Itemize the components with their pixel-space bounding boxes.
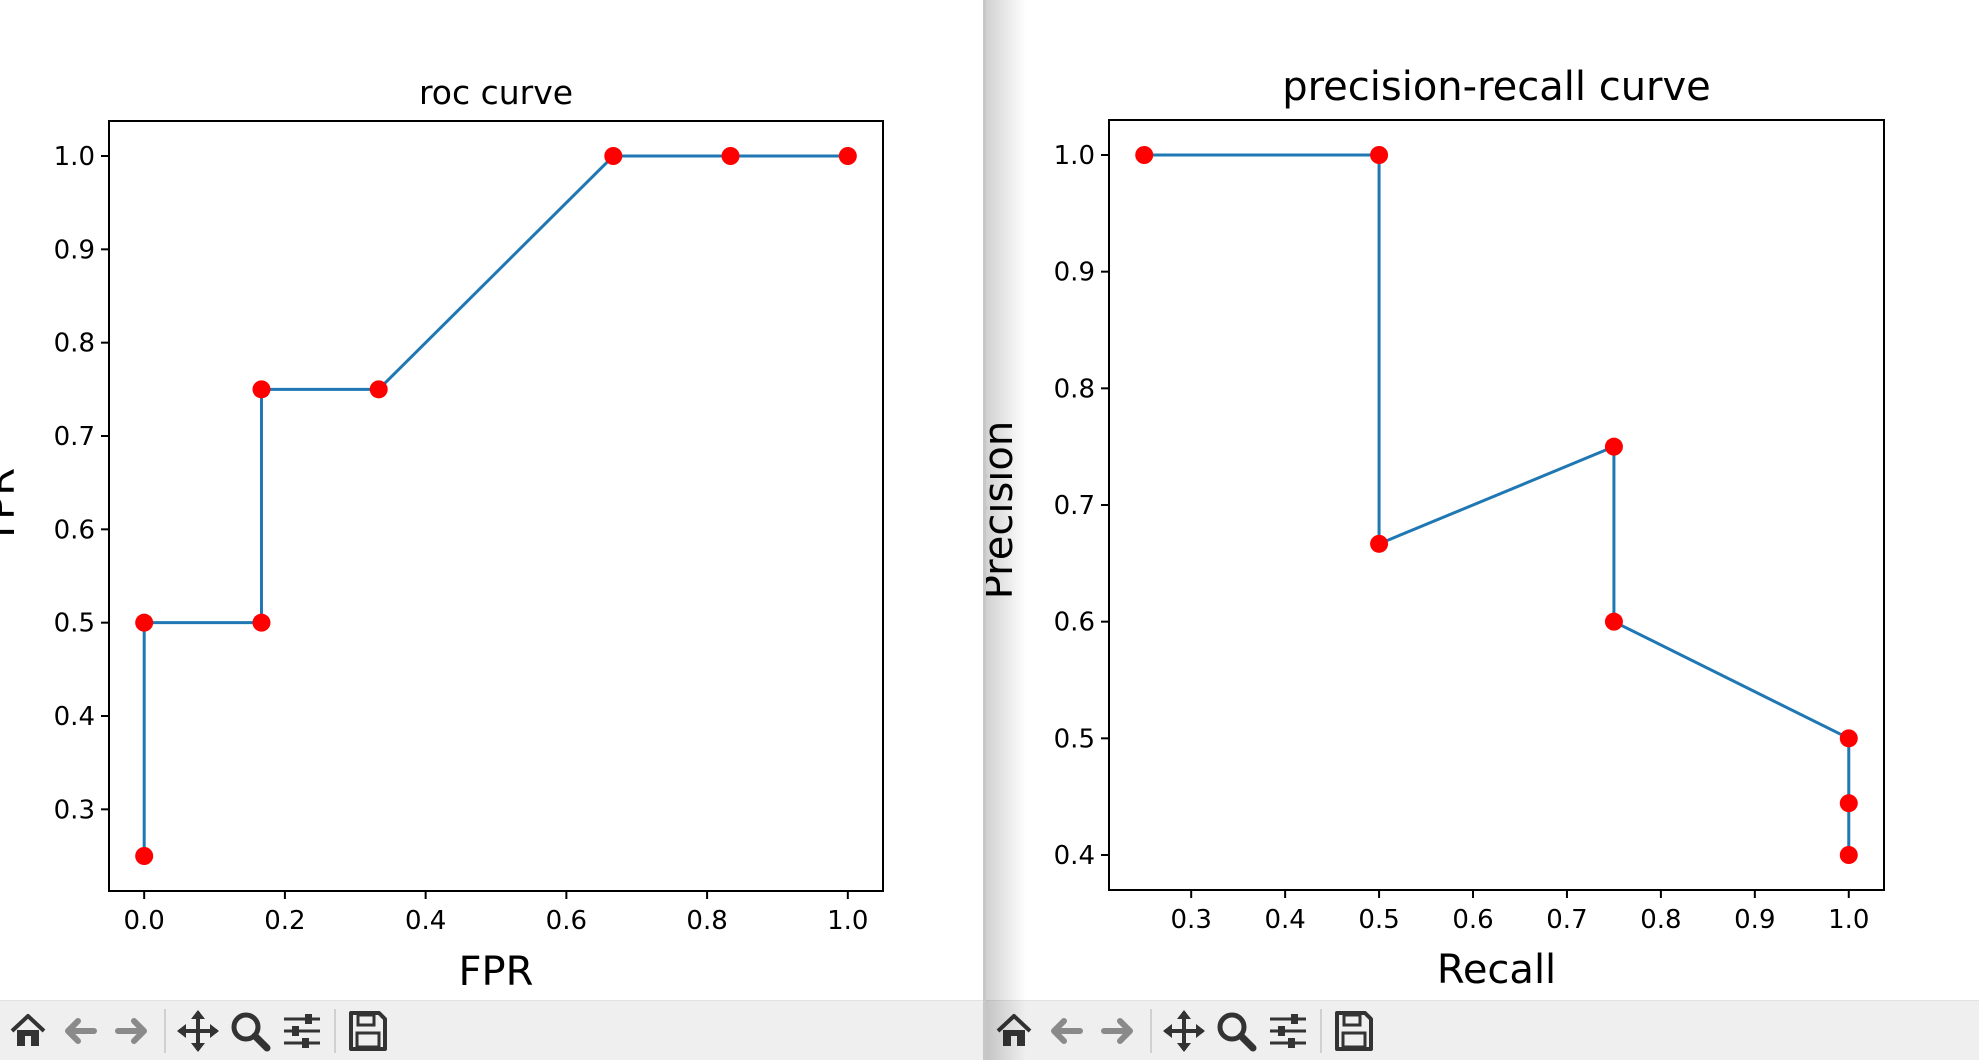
configure-subplots-icon — [1267, 1010, 1309, 1052]
save-floppy-icon — [348, 1010, 388, 1052]
chart-title: precision-recall curve — [1282, 64, 1711, 110]
data-point — [369, 380, 388, 399]
x-tick-label: 0.8 — [686, 906, 727, 936]
x-tick-label: 0.8 — [1640, 905, 1681, 935]
home-button[interactable] — [988, 1005, 1040, 1057]
zoom-magnifier-icon — [229, 1010, 271, 1052]
y-axis-label: TPR — [0, 468, 24, 545]
precision-recall-figure-window: precision-recall curve 0.3 0.4 0.5 0.6 0.7 0.8… — [986, 0, 1979, 1060]
back-arrow-icon — [60, 1011, 100, 1051]
toolbar-separator — [1320, 1008, 1322, 1053]
roc-figure-window: roc curve 0.0 0.2 0.4 0.6 0.8 1.0 0.3 0.4 0.5 0.6 0… — [0, 0, 983, 1060]
y-axis-label: Precision — [986, 421, 1022, 599]
forward-arrow-icon — [1098, 1011, 1138, 1051]
data-point — [721, 147, 740, 165]
save-floppy-button[interactable] — [342, 1005, 394, 1057]
precision-recall-chart: precision-recall curve 0.3 0.4 0.5 0.6 0.7 0.8… — [986, 64, 1885, 993]
chart-title: roc curve — [419, 73, 573, 112]
configure-subplots-icon — [281, 1010, 323, 1052]
configure-subplots-button[interactable] — [1262, 1005, 1314, 1057]
data-point — [135, 847, 154, 865]
axes-frame — [1108, 119, 1885, 891]
y-tick-label: 1.0 — [54, 142, 95, 172]
series-line — [142, 154, 848, 856]
y-tick-label: 0.3 — [54, 795, 95, 825]
toolbar-separator — [334, 1008, 336, 1053]
data-point — [1839, 794, 1858, 813]
y-tick-label: 0.8 — [1054, 374, 1095, 404]
y-tick-label: 0.4 — [1054, 841, 1095, 871]
y-tick-label: 0.4 — [54, 702, 95, 732]
configure-subplots-button[interactable] — [276, 1005, 328, 1057]
back-arrow-icon — [1046, 1011, 1086, 1051]
y-tick-label: 0.6 — [1054, 608, 1095, 638]
home-button[interactable] — [2, 1005, 54, 1057]
x-axis-label: FPR — [459, 949, 534, 995]
data-point — [1604, 437, 1623, 456]
save-floppy-button[interactable] — [1328, 1005, 1380, 1057]
y-tick-label: 0.7 — [1054, 491, 1095, 521]
data-point — [252, 613, 271, 632]
y-tick-label: 0.5 — [1054, 724, 1095, 754]
data-point — [1135, 146, 1154, 164]
y-tick-label: 0.8 — [54, 329, 95, 359]
home-icon — [994, 1011, 1034, 1051]
data-point — [1370, 146, 1389, 164]
x-tick-label: 0.4 — [1264, 905, 1305, 935]
data-point — [604, 147, 623, 165]
y-tick-label: 1.0 — [1054, 141, 1095, 171]
x-tick-label: 0.7 — [1546, 905, 1587, 935]
zoom-magnifier-button[interactable] — [1210, 1005, 1262, 1057]
pan-move-icon — [1162, 1009, 1206, 1053]
home-icon — [8, 1011, 48, 1051]
save-floppy-icon — [1334, 1010, 1374, 1052]
data-point — [1604, 612, 1623, 631]
data-point — [1370, 534, 1389, 553]
x-tick-label: 0.6 — [1452, 905, 1493, 935]
y-tick-label: 0.9 — [1054, 258, 1095, 288]
x-tick-label: 0.5 — [1358, 905, 1399, 935]
x-tick-label: 0.9 — [1734, 905, 1775, 935]
x-axis-label: Recall — [1437, 947, 1556, 993]
series-line — [1144, 153, 1851, 855]
y-tick-label: 0.5 — [54, 609, 95, 639]
x-tick-label: 0.0 — [124, 906, 165, 936]
x-tick-label: 1.0 — [1828, 905, 1869, 935]
back-arrow-button[interactable] — [1040, 1005, 1092, 1057]
x-tick-label: 0.3 — [1171, 905, 1212, 935]
zoom-magnifier-icon — [1215, 1010, 1257, 1052]
data-point — [135, 613, 154, 632]
data-point — [838, 147, 857, 165]
window-divider — [983, 0, 986, 1060]
x-tick-label: 1.0 — [827, 906, 868, 936]
forward-arrow-button[interactable] — [1092, 1005, 1144, 1057]
pan-move-button[interactable] — [1158, 1005, 1210, 1057]
data-point — [1839, 846, 1858, 864]
data-point — [1839, 729, 1858, 748]
data-point — [252, 380, 271, 399]
back-arrow-button[interactable] — [54, 1005, 106, 1057]
forward-arrow-icon — [112, 1011, 152, 1051]
navigation-toolbar — [986, 1000, 1979, 1060]
y-tick-label: 0.6 — [54, 515, 95, 545]
zoom-magnifier-button[interactable] — [224, 1005, 276, 1057]
navigation-toolbar — [0, 1000, 983, 1060]
forward-arrow-button[interactable] — [106, 1005, 158, 1057]
x-tick-label: 0.2 — [264, 906, 305, 936]
toolbar-separator — [1150, 1008, 1152, 1053]
x-tick-label: 0.4 — [405, 906, 446, 936]
axes-frame — [108, 120, 884, 892]
toolbar-separator — [164, 1008, 166, 1053]
y-tick-label: 0.7 — [54, 422, 95, 452]
y-tick-label: 0.9 — [54, 235, 95, 265]
pan-move-icon — [176, 1009, 220, 1053]
roc-curve-chart: roc curve 0.0 0.2 0.4 0.6 0.8 1.0 0.3 0.4 0.5 0.6 0… — [0, 73, 884, 995]
x-tick-label: 0.6 — [546, 906, 587, 936]
pan-move-button[interactable] — [172, 1005, 224, 1057]
